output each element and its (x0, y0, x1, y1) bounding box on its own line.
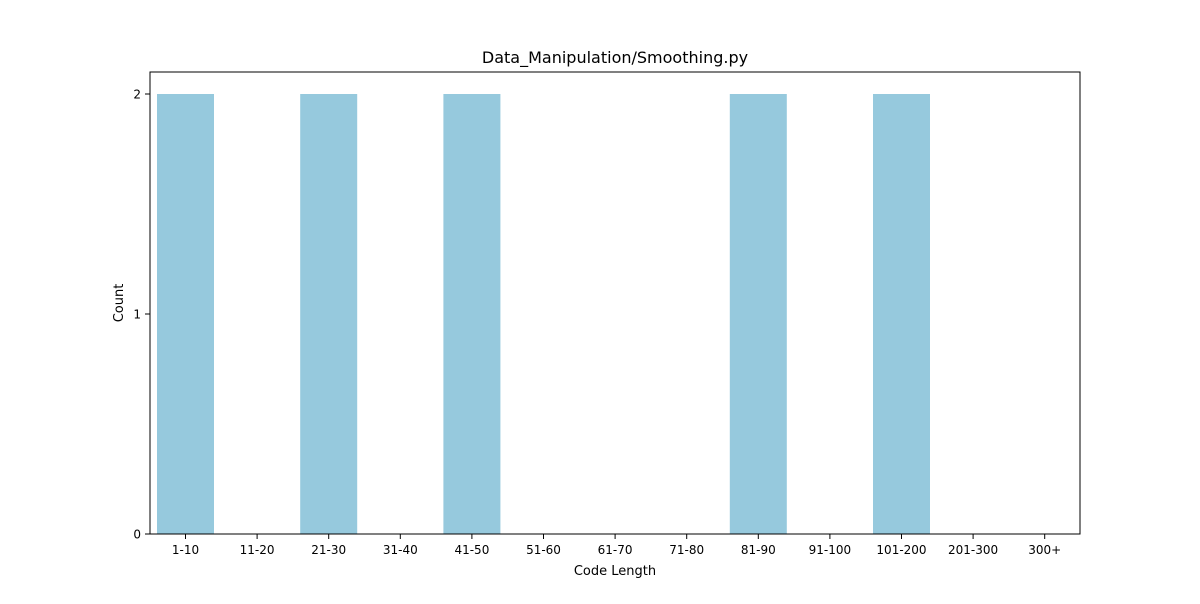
x-tick-label: 31-40 (383, 543, 418, 557)
y-axis-label: Count (112, 284, 127, 323)
x-tick-label: 41-50 (454, 543, 489, 557)
chart-title: Data_Manipulation/Smoothing.py (482, 48, 748, 68)
x-tick-label: 101-200 (876, 543, 926, 557)
plot-frame (149, 71, 1081, 535)
bar-41-50 (443, 94, 501, 534)
x-tick-label: 61-70 (598, 543, 633, 557)
x-tick-label: 21-30 (311, 543, 346, 557)
bar-101-200 (873, 94, 930, 534)
x-tick-label: 81-90 (741, 543, 776, 557)
y-tick-label: 0 (133, 528, 141, 542)
x-tick-label: 51-60 (526, 543, 561, 557)
x-axis: 1-10 11-20 21-30 31-40 41-50 51-60 61-70 71-80 8… (172, 534, 1061, 557)
bar-1-10 (157, 94, 214, 534)
x-tick-label: 11-20 (240, 543, 275, 557)
y-tick-label: 1 (133, 308, 141, 322)
bar-81-90 (729, 94, 787, 534)
bar-21-30 (300, 94, 358, 534)
x-tick-label: 201-300 (948, 543, 998, 557)
x-tick-label: 71-80 (669, 543, 704, 557)
x-tick-label: 300+ (1028, 543, 1061, 557)
bars-layer (157, 94, 930, 534)
x-tick-label: 91-100 (809, 543, 852, 557)
x-axis-label: Code Length (574, 564, 656, 579)
x-tick-label: 1-10 (172, 543, 199, 557)
y-axis: 0 1 2 (133, 88, 150, 542)
y-tick-label: 2 (133, 88, 141, 102)
